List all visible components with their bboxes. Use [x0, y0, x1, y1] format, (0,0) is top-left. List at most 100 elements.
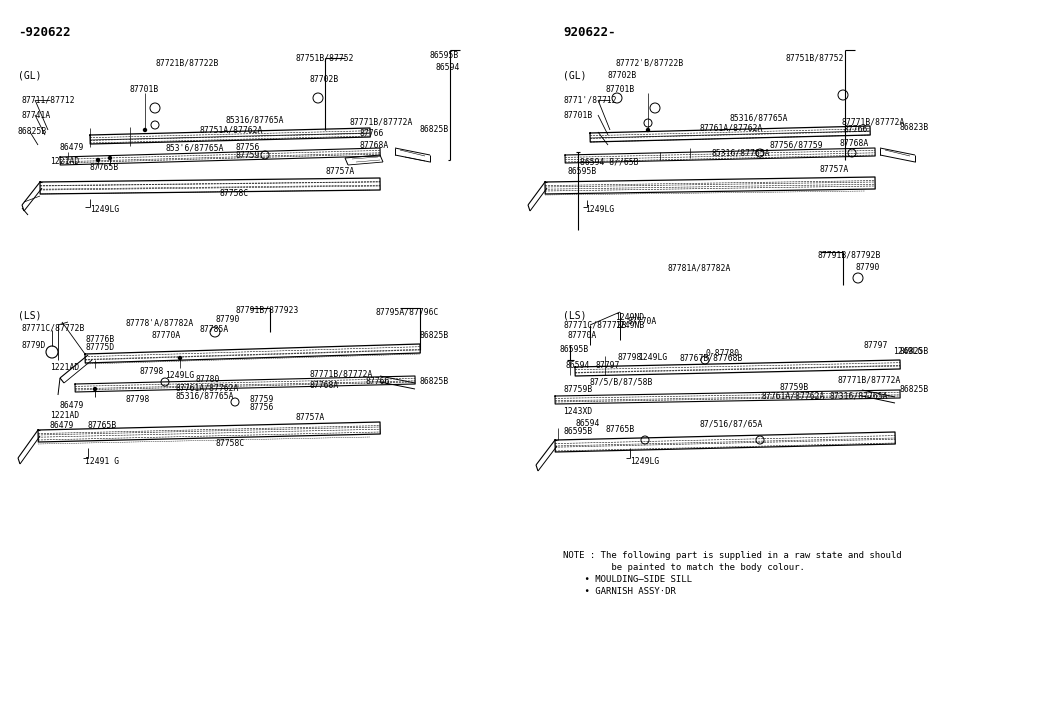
Text: 87761A/87762A: 87761A/87762A	[701, 124, 763, 132]
Text: 87776B: 87776B	[85, 335, 114, 345]
Text: 87759B: 87759B	[780, 384, 809, 393]
Text: • MOULDING–SIDE SILL: • MOULDING–SIDE SILL	[563, 574, 692, 584]
Text: 85316/87765A: 85316/87765A	[175, 392, 234, 401]
Text: 1221AD: 1221AD	[50, 156, 80, 166]
Text: 87759: 87759	[235, 151, 259, 161]
Text: 8771'/87712: 8771'/87712	[563, 95, 617, 105]
Text: 85316/87765A: 85316/87765A	[730, 113, 789, 123]
Text: 87771B/87772A: 87771B/87772A	[350, 118, 414, 126]
Text: 87771B/87772A: 87771B/87772A	[842, 118, 906, 126]
Circle shape	[646, 129, 649, 132]
Text: 87751B/87752: 87751B/87752	[296, 54, 354, 63]
Text: 85316/87765A: 85316/87765A	[712, 148, 771, 158]
Text: 86595B: 86595B	[568, 167, 597, 177]
Text: (LS): (LS)	[563, 310, 587, 320]
Text: 87770A: 87770A	[628, 318, 657, 326]
Text: 86825B: 86825B	[420, 377, 450, 385]
Text: 87757A: 87757A	[325, 167, 354, 177]
Text: 87790: 87790	[856, 263, 880, 273]
Text: (GL): (GL)	[18, 70, 41, 80]
Text: 87798: 87798	[125, 395, 150, 404]
Text: 87751A/87762A: 87751A/87762A	[200, 126, 264, 134]
Text: 87766: 87766	[360, 129, 385, 137]
Text: 87798: 87798	[618, 353, 642, 363]
Text: 87757A: 87757A	[820, 166, 849, 174]
Text: 86825B: 86825B	[900, 385, 929, 395]
Text: 1249LG: 1249LG	[630, 457, 659, 467]
Text: 87756/87759: 87756/87759	[770, 140, 824, 150]
Text: 87758C: 87758C	[215, 440, 244, 449]
Text: 87770A: 87770A	[568, 331, 597, 340]
Text: 87/516/87/65A: 87/516/87/65A	[701, 419, 763, 428]
Text: 87758C: 87758C	[220, 190, 249, 198]
Circle shape	[97, 158, 100, 161]
Text: 86594: 86594	[566, 361, 589, 371]
Text: 87771C/87772B: 87771C/87772B	[563, 321, 626, 329]
Text: 87756: 87756	[250, 403, 274, 412]
Text: 87721B/87722B: 87721B/87722B	[155, 58, 218, 68]
Text: 86825B: 86825B	[420, 332, 450, 340]
Text: 87711/87712: 87711/87712	[22, 95, 75, 105]
Text: 87761A/87762A: 87761A/87762A	[175, 384, 238, 393]
Text: 87757A: 87757A	[296, 414, 324, 422]
Text: 87798: 87798	[140, 368, 165, 377]
Text: 853'6/87765A: 853'6/87765A	[165, 143, 223, 153]
Text: 87780: 87780	[195, 376, 219, 385]
Text: 87781A/87782A: 87781A/87782A	[668, 263, 731, 273]
Text: 1221AD: 1221AD	[50, 363, 80, 371]
Text: 87785A: 87785A	[200, 326, 230, 334]
Text: 0-87780: 0-87780	[705, 350, 739, 358]
Text: 1249LG: 1249LG	[893, 348, 923, 356]
Text: 1249LG: 1249LG	[165, 371, 195, 380]
Text: 87770A: 87770A	[152, 331, 182, 340]
Text: 87766: 87766	[843, 126, 867, 134]
Text: 1243XD: 1243XD	[563, 408, 592, 417]
Text: 87791B/87792B: 87791B/87792B	[819, 251, 881, 260]
Text: 87751B/87752: 87751B/87752	[784, 54, 844, 63]
Text: 87702B: 87702B	[310, 76, 339, 84]
Text: (GL): (GL)	[563, 70, 587, 80]
Text: 1249LG: 1249LG	[585, 206, 614, 214]
Text: 1249LG: 1249LG	[638, 353, 668, 363]
Circle shape	[144, 129, 147, 132]
Text: 12491 G: 12491 G	[85, 457, 119, 467]
Text: 87702B: 87702B	[608, 71, 637, 79]
Text: 8779D: 8779D	[22, 342, 47, 350]
Text: 87768A: 87768A	[310, 380, 339, 390]
Circle shape	[179, 356, 182, 359]
Text: 87790: 87790	[215, 316, 239, 324]
Text: 86594 8//65B: 86594 8//65B	[580, 158, 639, 166]
Text: 87778'A/87782A: 87778'A/87782A	[125, 318, 193, 327]
Text: 87768A: 87768A	[360, 140, 389, 150]
Text: • GARNISH ASSY·DR: • GARNISH ASSY·DR	[563, 587, 676, 595]
Text: 87701B: 87701B	[563, 111, 592, 119]
Text: 87771C/87772B: 87771C/87772B	[22, 324, 85, 332]
Text: 1249ND: 1249ND	[615, 313, 644, 323]
Circle shape	[94, 387, 97, 390]
Text: 87765B: 87765B	[605, 425, 635, 435]
Text: 86479: 86479	[60, 401, 84, 409]
Text: 86595B: 86595B	[560, 345, 589, 355]
Text: 87771B/87772A: 87771B/87772A	[838, 376, 901, 385]
Text: 87795A/87796C: 87795A/87796C	[375, 308, 438, 316]
Text: 86479: 86479	[50, 420, 74, 430]
Text: 87772'B/87722B: 87772'B/87722B	[615, 58, 684, 68]
Text: (LS): (LS)	[18, 310, 41, 320]
Text: 87741A: 87741A	[22, 111, 51, 119]
Text: 87701B: 87701B	[130, 86, 159, 95]
Text: 87759: 87759	[250, 395, 274, 404]
Text: 87767B/87768B: 87767B/87768B	[680, 353, 743, 363]
Text: 86825B: 86825B	[18, 127, 47, 137]
Text: 87701B: 87701B	[605, 86, 635, 95]
Text: 85316/87765A: 85316/87765A	[225, 116, 284, 124]
Text: 87765B: 87765B	[88, 420, 117, 430]
Text: be painted to match the body colour.: be painted to match the body colour.	[563, 563, 805, 571]
Text: 87/5/B/87/58B: 87/5/B/87/58B	[590, 377, 654, 387]
Text: 86595B: 86595B	[431, 50, 459, 60]
Text: 1249LG: 1249LG	[90, 206, 119, 214]
Text: -920622: -920622	[18, 25, 70, 39]
Text: 87797: 87797	[863, 340, 888, 350]
Text: 87761A/87762A: 87761A/87762A	[762, 392, 825, 401]
Text: 86594: 86594	[575, 419, 600, 428]
Text: NOTE : The following part is supplied in a raw state and should: NOTE : The following part is supplied in…	[563, 550, 901, 560]
